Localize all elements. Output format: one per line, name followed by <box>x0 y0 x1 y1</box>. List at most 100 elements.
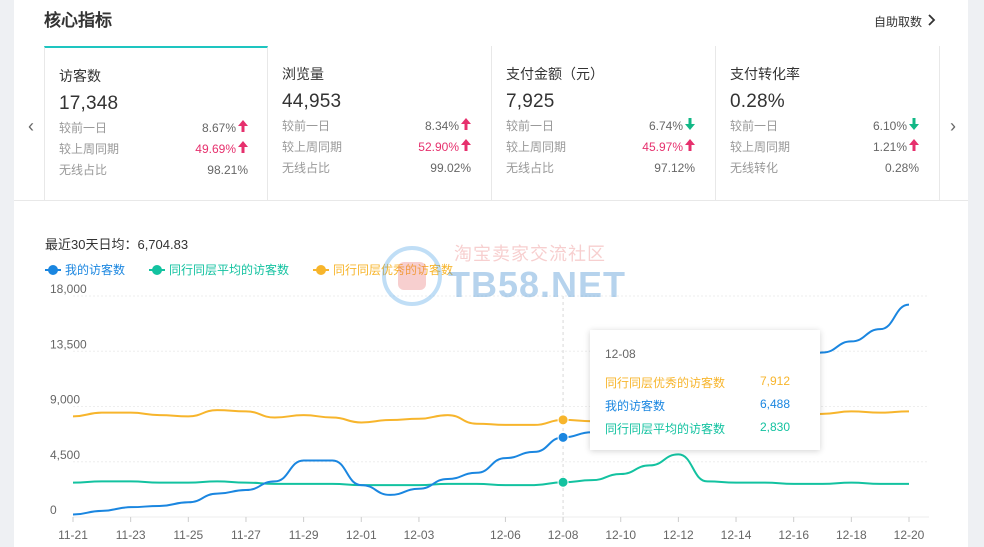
arrow-up-icon <box>685 139 695 154</box>
metric-card[interactable]: 支付转化率 0.28% 较前一日 6.10% 较上周同期 1.21% 无线转化 0.28% <box>716 46 940 200</box>
auto-fetch-label: 自助取数 <box>873 15 922 29</box>
tooltip-series-value: 2,830 <box>759 420 790 434</box>
panel-header: 核心指标 自助取数 <box>14 0 968 44</box>
tooltip-series-value: 6,488 <box>759 397 790 411</box>
tooltip-series-value: 7,912 <box>759 374 790 388</box>
metric-compare-row: 无线占比 98.21% <box>59 161 248 178</box>
compare-value: 52.90% <box>418 139 459 154</box>
x-tick-label: 12-08 <box>548 528 579 542</box>
compare-value: 98.21% <box>207 162 248 177</box>
x-tick-label: 12-18 <box>836 528 867 542</box>
visitors-line-chart[interactable]: 0 4,500 9,000 13,500 18,000 11-21 11-23 11-25 11… <box>14 0 968 547</box>
carousel-prev-arrow-icon[interactable]: ‹ <box>28 116 34 136</box>
metric-compare-row: 无线占比 97.12% <box>506 159 695 176</box>
x-tick-label: 12-16 <box>778 528 809 542</box>
compare-value-wrap: 45.97% <box>642 138 695 155</box>
x-tick-label: 11-21 <box>58 528 88 542</box>
compare-label: 较上周同期 <box>282 140 343 154</box>
metric-name: 访客数 <box>59 68 101 84</box>
x-tick-label: 12-06 <box>490 528 521 542</box>
metric-value: 0.28% <box>730 91 785 112</box>
compare-value: 49.69% <box>195 141 236 156</box>
thirty-day-average: 最近30天日均：6,704.83 <box>45 237 189 252</box>
compare-value-wrap: 8.67% <box>202 119 248 136</box>
x-tick-label: 11-25 <box>173 528 203 542</box>
compare-label: 较前一日 <box>282 119 331 133</box>
arrow-down-icon <box>909 118 919 133</box>
metric-compare-row: 无线转化 0.28% <box>730 159 919 176</box>
compare-value: 6.74% <box>648 118 683 133</box>
legend-item-peer-avg[interactable]: 同行同层平均的访客数 <box>149 261 289 278</box>
x-tick-label: 11-29 <box>289 528 319 542</box>
compare-value-wrap: 8.34% <box>425 117 471 134</box>
metric-compare-row: 较前一日 8.67% <box>59 119 248 136</box>
compare-value-wrap: 6.10% <box>873 117 919 134</box>
metric-card[interactable]: 访客数 17,348 较前一日 8.67% 较上周同期 49.69% 无线占比 98.21% <box>44 46 268 200</box>
compare-value-wrap: 99.02% <box>430 159 471 176</box>
legend-marker-icon <box>149 264 166 275</box>
legend-label: 我的访客数 <box>65 263 126 277</box>
tooltip-row: 同行同层平均的访客数 2,830 <box>605 420 790 437</box>
compare-value-wrap: 0.28% <box>885 159 919 176</box>
tooltip-series-name: 同行同层优秀的访客数 <box>605 376 726 390</box>
compare-label: 较前一日 <box>506 119 555 133</box>
carousel-next-arrow-icon[interactable]: › <box>950 116 956 136</box>
core-metrics-panel: 核心指标 自助取数 ‹ › 访客数 17,348 较前一日 8.67% 较上周同期 49.… <box>14 0 968 547</box>
highlight-point-peer_avg <box>557 476 569 488</box>
compare-value: 0.28% <box>884 160 919 175</box>
legend-item-mine[interactable]: 我的访客数 <box>45 261 125 278</box>
metric-compare-row: 无线占比 99.02% <box>282 159 471 176</box>
arrow-up-icon <box>238 141 248 156</box>
tooltip-row: 同行同层优秀的访客数 7,912 <box>605 374 790 391</box>
tooltip-row: 我的访客数 6,488 <box>605 397 790 414</box>
metric-compare-row: 较前一日 8.34% <box>282 117 471 134</box>
compare-value: 45.97% <box>642 139 683 154</box>
y-tick-label: 9,000 <box>50 393 80 407</box>
auto-fetch-link[interactable]: 自助取数 <box>874 13 936 30</box>
compare-value: 97.12% <box>654 160 695 175</box>
compare-label: 较前一日 <box>59 121 108 135</box>
y-tick-label: 18,000 <box>50 282 87 296</box>
metric-value: 7,925 <box>506 91 555 112</box>
panel-title: 核心指标 <box>44 11 112 30</box>
tooltip-series-name: 我的访客数 <box>605 399 666 413</box>
x-tick-label: 11-27 <box>231 528 261 542</box>
compare-value-wrap: 6.74% <box>649 117 695 134</box>
chart-tooltip: 12-08 同行同层优秀的访客数 7,912 我的访客数 6,488 同行同层平… <box>590 330 820 450</box>
metric-name: 支付转化率 <box>730 66 800 82</box>
tooltip-series-name: 同行同层平均的访客数 <box>605 422 726 436</box>
highlight-point-mine <box>557 431 569 443</box>
metric-name: 浏览量 <box>282 66 324 82</box>
metric-compare-row: 较上周同期 1.21% <box>730 138 919 155</box>
y-tick-label: 0 <box>50 503 57 517</box>
x-tick-label: 12-20 <box>894 528 925 542</box>
chart-legend: 我的访客数 同行同层平均的访客数 同行同层优秀的访客数 <box>45 261 453 278</box>
metric-compare-row: 较上周同期 49.69% <box>59 140 248 157</box>
compare-value-wrap: 98.21% <box>207 161 248 178</box>
x-tick-label: 12-01 <box>346 528 377 542</box>
compare-value-wrap: 52.90% <box>418 138 471 155</box>
compare-value: 99.02% <box>430 160 471 175</box>
legend-label: 同行同层平均的访客数 <box>169 263 290 277</box>
metric-card[interactable]: 浏览量 44,953 较前一日 8.34% 较上周同期 52.90% 无线占比 99.02% <box>268 46 492 200</box>
compare-label: 较上周同期 <box>506 140 567 154</box>
metric-value: 17,348 <box>59 93 119 114</box>
highlight-point-peer_top <box>557 414 569 426</box>
metric-compare-row: 较前一日 6.74% <box>506 117 695 134</box>
metric-card[interactable]: 支付金额（元） 7,925 较前一日 6.74% 较上周同期 45.97% 无线占比 97.1… <box>492 46 716 200</box>
y-tick-label: 4,500 <box>50 448 80 462</box>
tooltip-date: 12-08 <box>605 347 636 361</box>
legend-item-peer-top[interactable]: 同行同层优秀的访客数 <box>313 261 453 278</box>
x-tick-label: 12-14 <box>721 528 752 542</box>
compare-label: 较上周同期 <box>59 142 120 156</box>
arrow-down-icon <box>685 118 695 133</box>
arrow-up-icon <box>909 139 919 154</box>
compare-value-wrap: 49.69% <box>195 140 248 157</box>
x-tick-label: 12-12 <box>663 528 694 542</box>
legend-marker-icon <box>45 264 61 275</box>
x-tick-label: 12-03 <box>404 528 435 542</box>
compare-value-wrap: 97.12% <box>654 159 695 176</box>
metric-compare-row: 较上周同期 52.90% <box>282 138 471 155</box>
arrow-up-icon <box>238 120 248 135</box>
arrow-up-icon <box>461 139 471 154</box>
